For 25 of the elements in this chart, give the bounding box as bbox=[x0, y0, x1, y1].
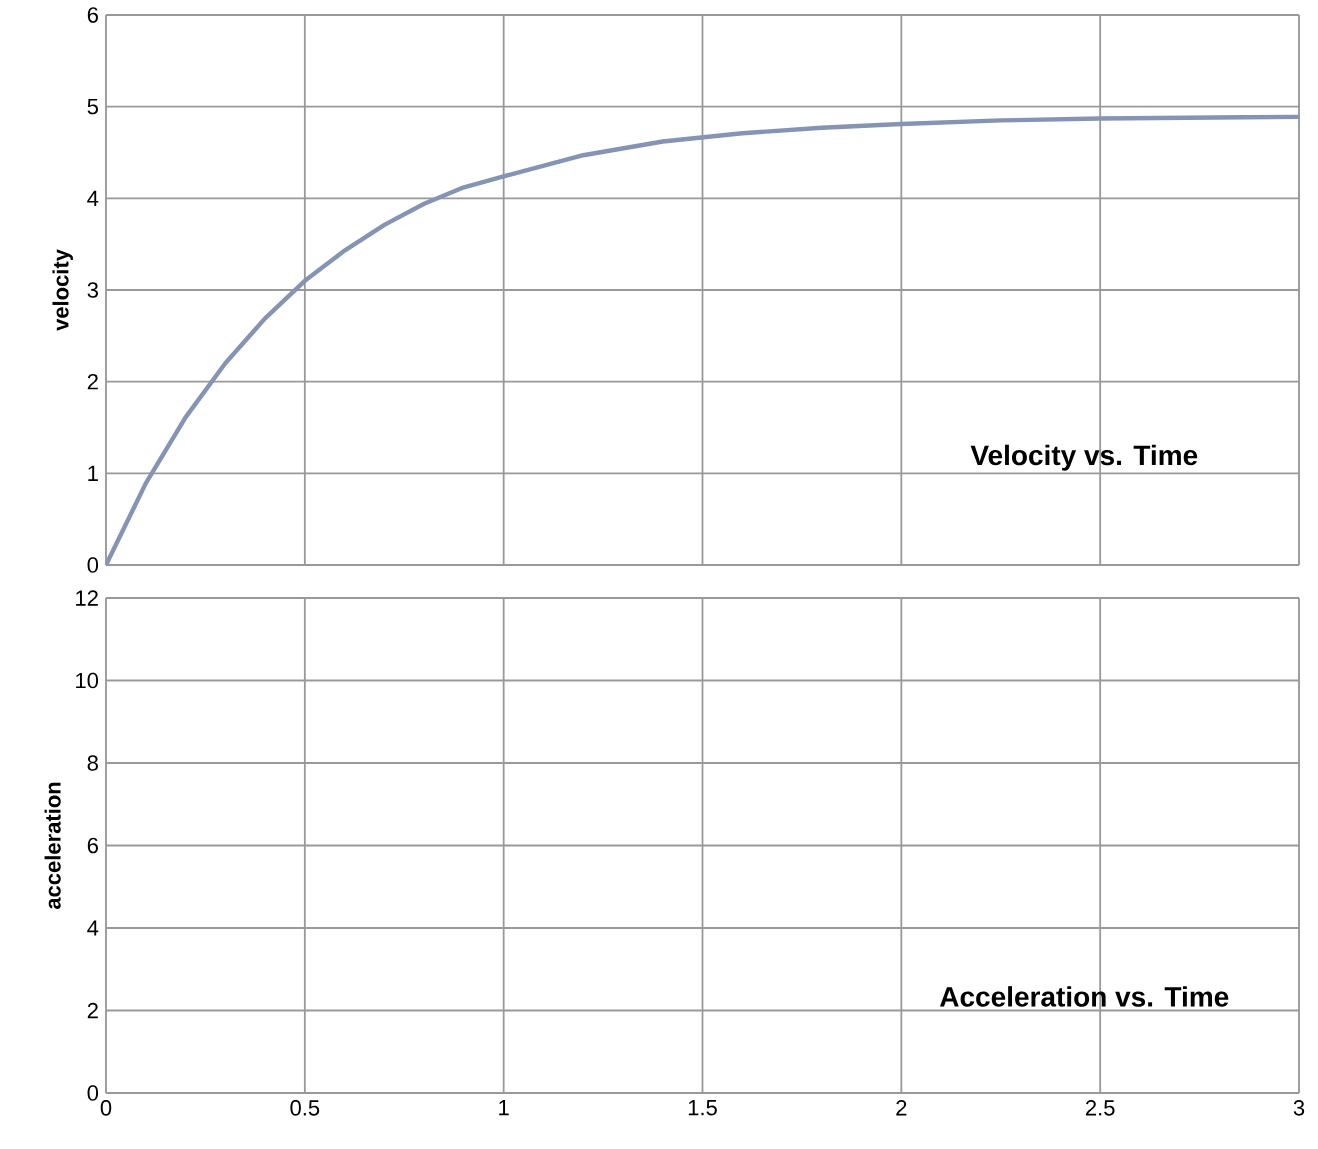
y-tick-label: 2 bbox=[87, 1002, 98, 1019]
x-tick-label: 2 bbox=[896, 1100, 907, 1116]
x-tick-label: 3 bbox=[1293, 1100, 1305, 1116]
y-tick-label: 6 bbox=[87, 837, 98, 854]
x-tick-label: 1 bbox=[499, 1100, 509, 1116]
y-tick-label: 6 bbox=[87, 7, 98, 23]
y-tick-label: 8 bbox=[87, 755, 98, 771]
y-tick-label: 2 bbox=[87, 373, 98, 390]
x-tick-label: 0 bbox=[100, 1100, 112, 1116]
x-tick-label: 2.5 bbox=[1085, 1100, 1115, 1116]
y-axis-title: velocity bbox=[52, 249, 73, 331]
x-tick-label: 0.5 bbox=[290, 1100, 320, 1116]
y-axis-title: acceleration bbox=[44, 782, 61, 910]
y-tick-label: 4 bbox=[87, 920, 99, 936]
y-tick-label: 1 bbox=[88, 465, 98, 481]
text: Velocity vs. Time bbox=[970, 444, 1198, 471]
y-tick-label: 4 bbox=[87, 190, 99, 206]
y-tick-label: 10 bbox=[76, 672, 99, 689]
x-tick-label: 1.5 bbox=[688, 1100, 717, 1116]
y-tick-label: 3 bbox=[87, 282, 98, 298]
y-tick-label: 0 bbox=[87, 1085, 99, 1101]
text: Acceleration vs. Time bbox=[939, 986, 1229, 1007]
y-tick-label: 0 bbox=[87, 557, 99, 573]
y-tick-label: 12 bbox=[76, 590, 98, 606]
y-tick-label: 5 bbox=[87, 98, 98, 115]
